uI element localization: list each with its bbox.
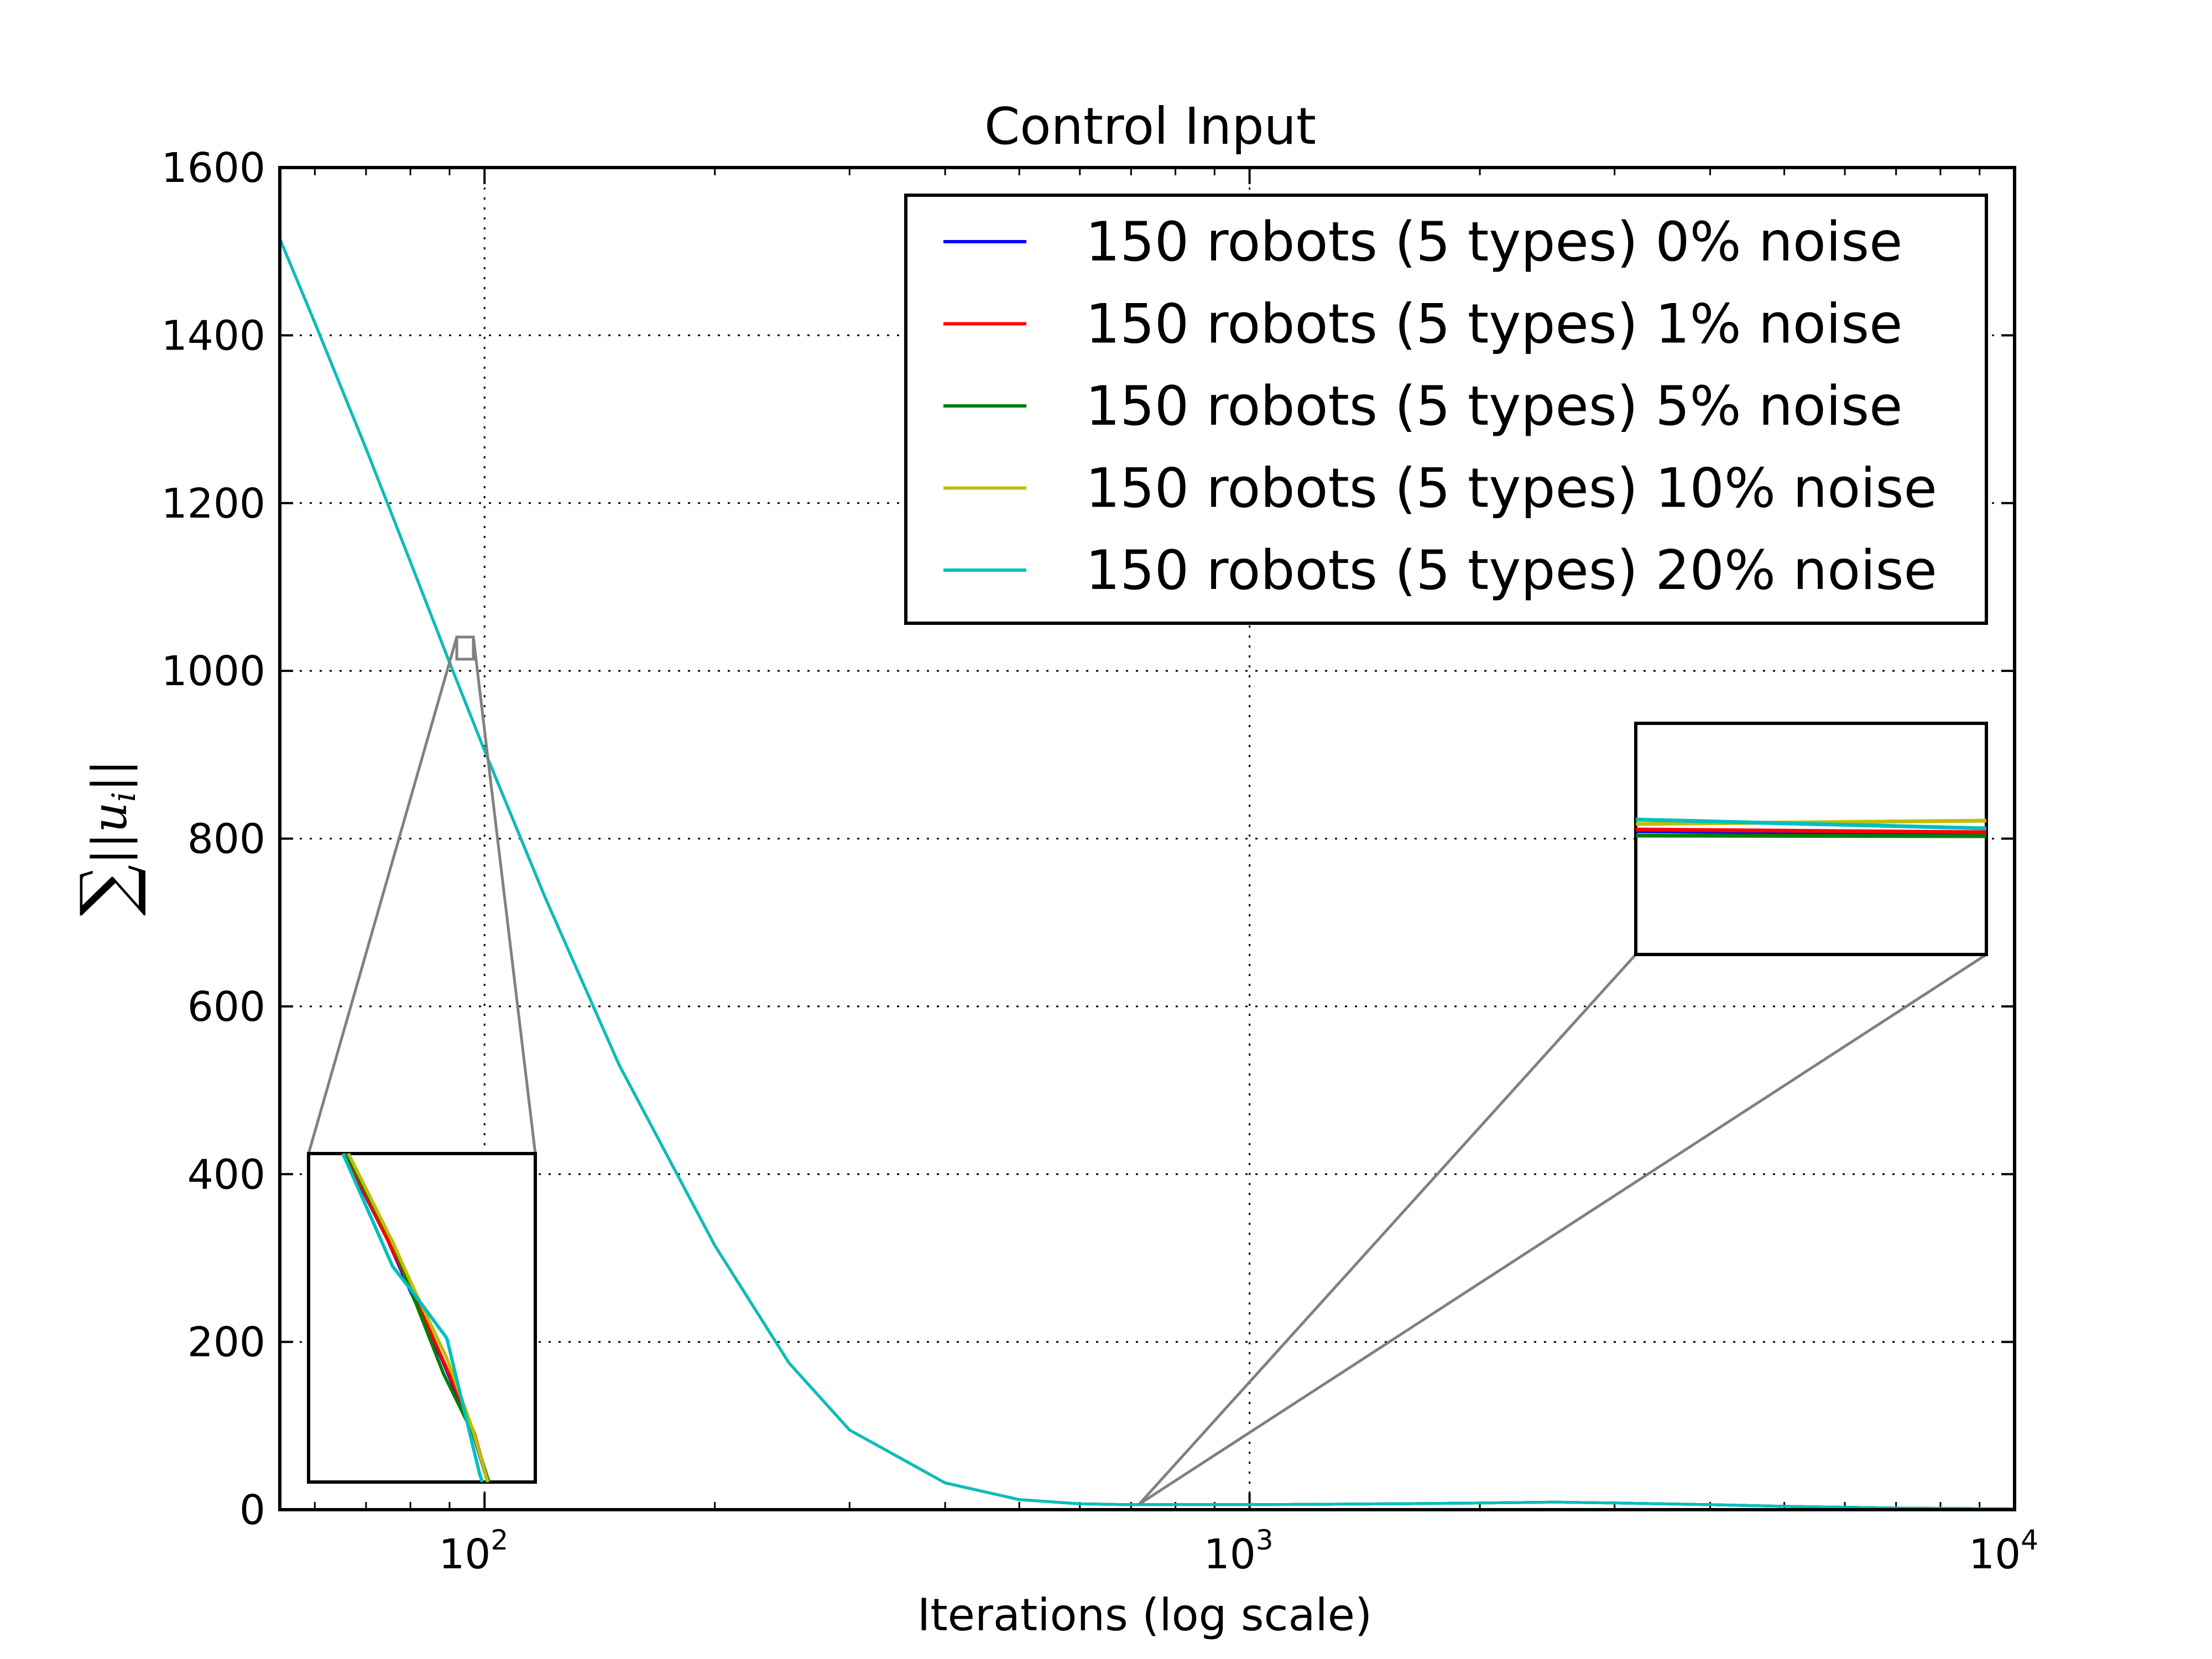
x-tick-label-exp: 2 [491, 1524, 508, 1556]
inset-connector-right-a [1138, 953, 1637, 1505]
zoom-inset-left [307, 635, 537, 1484]
x-tick-label-base: 10 [1204, 1531, 1256, 1578]
legend-label-1: 150 robots (5 types) 1% noise [1086, 293, 1902, 356]
x-tick-label-base: 10 [1969, 1531, 2021, 1578]
y-tick-label: 1600 [161, 144, 265, 192]
grid [280, 168, 2015, 1510]
inset-connector-right-b [1138, 953, 1987, 1506]
inset-connector-left-a [307, 637, 458, 1154]
inset-left-line-3 [347, 1152, 489, 1483]
y-tick-label: 1000 [161, 648, 265, 695]
plot-frame [278, 166, 2016, 1511]
inset-left-series [341, 1152, 491, 1483]
x-tick-label: 103 [1204, 1524, 1274, 1578]
legend-label-4: 150 robots (5 types) 20% noise [1086, 539, 1937, 602]
y-tick-label: 0 [239, 1486, 265, 1534]
chart-title: Control Input [984, 97, 1316, 156]
y-tick-label: 200 [187, 1319, 265, 1366]
y-axis-label-u: u [82, 802, 138, 832]
x-tick-label: 102 [439, 1524, 508, 1578]
legend-label-0: 150 robots (5 types) 0% noise [1086, 211, 1902, 274]
inset-right-line-1 [1635, 827, 1987, 834]
legend-box [904, 194, 1988, 625]
y-axis-label: ∑||ui|| [65, 760, 149, 916]
x-axis-label: Iterations (log scale) [917, 1589, 1372, 1641]
y-tick-label: 800 [187, 816, 265, 863]
y-tick-label: 600 [187, 983, 265, 1031]
y-tick-label: 400 [187, 1151, 265, 1198]
y-tick-label: 1200 [161, 480, 265, 528]
inset-left-line-4 [341, 1152, 484, 1483]
legend-label-3: 150 robots (5 types) 10% noise [1086, 457, 1937, 520]
y-tick-label: 1400 [161, 312, 265, 359]
y-axis-label-sum: ∑ [65, 865, 149, 916]
x-tick-label-exp: 3 [1256, 1524, 1274, 1556]
inset-right-series [1635, 817, 1987, 838]
inset-connector-left-b [472, 637, 537, 1154]
x-tick-label-exp: 4 [2021, 1524, 2038, 1556]
x-tick-label: 104 [1969, 1524, 2038, 1578]
inset-box-right [1634, 722, 1988, 956]
legend-label-2: 150 robots (5 types) 5% noise [1086, 375, 1902, 438]
inset-right-line-4 [1635, 817, 1987, 831]
legend: 150 robots (5 types) 0% noise 150 robots … [904, 194, 1988, 625]
y-axis-label-norm-close: || [82, 760, 138, 792]
y-axis-label-norm: || [82, 833, 138, 865]
x-tick-label-base: 10 [439, 1531, 491, 1578]
y-axis-label-text: ∑||ui|| [65, 760, 149, 916]
y-axis-label-sub: i [105, 792, 143, 802]
zoom-inset-right [1138, 722, 1988, 1506]
